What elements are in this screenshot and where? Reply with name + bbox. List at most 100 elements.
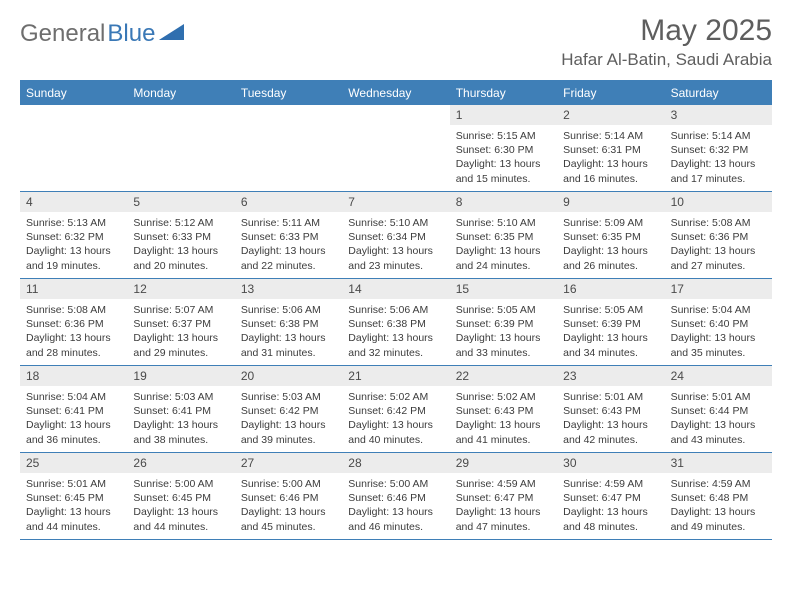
daylight-line: Daylight: 13 hours and 43 minutes. — [671, 418, 766, 446]
daylight-line: Daylight: 13 hours and 48 minutes. — [563, 505, 658, 533]
day-body: Sunrise: 5:06 AMSunset: 6:38 PMDaylight:… — [235, 299, 342, 362]
sunrise-line: Sunrise: 5:03 AM — [241, 390, 336, 404]
daylight-line: Daylight: 13 hours and 34 minutes. — [563, 331, 658, 359]
sunrise-line: Sunrise: 4:59 AM — [563, 477, 658, 491]
day-number: 24 — [665, 366, 772, 386]
sunset-line: Sunset: 6:38 PM — [241, 317, 336, 331]
daylight-line: Daylight: 13 hours and 32 minutes. — [348, 331, 443, 359]
week-row: 4Sunrise: 5:13 AMSunset: 6:32 PMDaylight… — [20, 192, 772, 279]
day-number: 15 — [450, 279, 557, 299]
daylight-line: Daylight: 13 hours and 31 minutes. — [241, 331, 336, 359]
sunset-line: Sunset: 6:40 PM — [671, 317, 766, 331]
sunrise-line: Sunrise: 5:02 AM — [456, 390, 551, 404]
day-number: 4 — [20, 192, 127, 212]
day-cell: 1Sunrise: 5:15 AMSunset: 6:30 PMDaylight… — [450, 105, 557, 191]
day-body: Sunrise: 5:14 AMSunset: 6:31 PMDaylight:… — [557, 125, 664, 188]
day-number: 9 — [557, 192, 664, 212]
sunrise-line: Sunrise: 5:12 AM — [133, 216, 228, 230]
weekday-header-cell: Saturday — [665, 82, 772, 105]
sunset-line: Sunset: 6:36 PM — [26, 317, 121, 331]
sunrise-line: Sunrise: 4:59 AM — [456, 477, 551, 491]
sunrise-line: Sunrise: 5:03 AM — [133, 390, 228, 404]
page: GeneralBlue May 2025 Hafar Al-Batin, Sau… — [0, 0, 792, 612]
sunset-line: Sunset: 6:42 PM — [241, 404, 336, 418]
day-cell: 24Sunrise: 5:01 AMSunset: 6:44 PMDayligh… — [665, 366, 772, 452]
sunset-line: Sunset: 6:36 PM — [671, 230, 766, 244]
day-number: 22 — [450, 366, 557, 386]
day-cell: 31Sunrise: 4:59 AMSunset: 6:48 PMDayligh… — [665, 453, 772, 539]
calendar: SundayMondayTuesdayWednesdayThursdayFrid… — [20, 80, 772, 540]
day-cell: 12Sunrise: 5:07 AMSunset: 6:37 PMDayligh… — [127, 279, 234, 365]
daylight-line: Daylight: 13 hours and 41 minutes. — [456, 418, 551, 446]
day-body: Sunrise: 4:59 AMSunset: 6:48 PMDaylight:… — [665, 473, 772, 536]
sunrise-line: Sunrise: 5:10 AM — [456, 216, 551, 230]
day-cell: 26Sunrise: 5:00 AMSunset: 6:45 PMDayligh… — [127, 453, 234, 539]
day-number: 30 — [557, 453, 664, 473]
daylight-line: Daylight: 13 hours and 15 minutes. — [456, 157, 551, 185]
day-body: Sunrise: 5:10 AMSunset: 6:35 PMDaylight:… — [450, 212, 557, 275]
sunset-line: Sunset: 6:38 PM — [348, 317, 443, 331]
day-body: Sunrise: 5:00 AMSunset: 6:45 PMDaylight:… — [127, 473, 234, 536]
day-cell: 3Sunrise: 5:14 AMSunset: 6:32 PMDaylight… — [665, 105, 772, 191]
day-cell: 10Sunrise: 5:08 AMSunset: 6:36 PMDayligh… — [665, 192, 772, 278]
daylight-line: Daylight: 13 hours and 27 minutes. — [671, 244, 766, 272]
daylight-line: Daylight: 13 hours and 20 minutes. — [133, 244, 228, 272]
day-number: 5 — [127, 192, 234, 212]
daylight-line: Daylight: 13 hours and 47 minutes. — [456, 505, 551, 533]
sunrise-line: Sunrise: 5:00 AM — [348, 477, 443, 491]
day-number: 18 — [20, 366, 127, 386]
sunrise-line: Sunrise: 5:01 AM — [26, 477, 121, 491]
daylight-line: Daylight: 13 hours and 17 minutes. — [671, 157, 766, 185]
brand-triangle-icon — [157, 20, 185, 48]
calendar-body: 1Sunrise: 5:15 AMSunset: 6:30 PMDaylight… — [20, 105, 772, 540]
day-number: 27 — [235, 453, 342, 473]
day-cell — [235, 105, 342, 191]
sunset-line: Sunset: 6:35 PM — [563, 230, 658, 244]
sunrise-line: Sunrise: 4:59 AM — [671, 477, 766, 491]
day-body: Sunrise: 5:04 AMSunset: 6:41 PMDaylight:… — [20, 386, 127, 449]
daylight-line: Daylight: 13 hours and 35 minutes. — [671, 331, 766, 359]
day-number: 14 — [342, 279, 449, 299]
day-cell — [127, 105, 234, 191]
daylight-line: Daylight: 13 hours and 19 minutes. — [26, 244, 121, 272]
sunset-line: Sunset: 6:41 PM — [26, 404, 121, 418]
day-body: Sunrise: 4:59 AMSunset: 6:47 PMDaylight:… — [557, 473, 664, 536]
weekday-header-cell: Monday — [127, 82, 234, 105]
day-body: Sunrise: 5:01 AMSunset: 6:45 PMDaylight:… — [20, 473, 127, 536]
sunrise-line: Sunrise: 5:13 AM — [26, 216, 121, 230]
day-number: 16 — [557, 279, 664, 299]
sunrise-line: Sunrise: 5:15 AM — [456, 129, 551, 143]
sunset-line: Sunset: 6:31 PM — [563, 143, 658, 157]
day-number: 21 — [342, 366, 449, 386]
day-cell: 2Sunrise: 5:14 AMSunset: 6:31 PMDaylight… — [557, 105, 664, 191]
day-body: Sunrise: 5:05 AMSunset: 6:39 PMDaylight:… — [450, 299, 557, 362]
day-cell — [342, 105, 449, 191]
day-body: Sunrise: 5:15 AMSunset: 6:30 PMDaylight:… — [450, 125, 557, 188]
day-number: 6 — [235, 192, 342, 212]
day-cell: 28Sunrise: 5:00 AMSunset: 6:46 PMDayligh… — [342, 453, 449, 539]
week-row: 11Sunrise: 5:08 AMSunset: 6:36 PMDayligh… — [20, 279, 772, 366]
sunrise-line: Sunrise: 5:06 AM — [348, 303, 443, 317]
daylight-line: Daylight: 13 hours and 38 minutes. — [133, 418, 228, 446]
sunrise-line: Sunrise: 5:10 AM — [348, 216, 443, 230]
sunrise-line: Sunrise: 5:08 AM — [26, 303, 121, 317]
weekday-header-cell: Sunday — [20, 82, 127, 105]
sunset-line: Sunset: 6:45 PM — [133, 491, 228, 505]
week-row: 18Sunrise: 5:04 AMSunset: 6:41 PMDayligh… — [20, 366, 772, 453]
day-body: Sunrise: 5:01 AMSunset: 6:43 PMDaylight:… — [557, 386, 664, 449]
sunrise-line: Sunrise: 5:02 AM — [348, 390, 443, 404]
day-cell: 30Sunrise: 4:59 AMSunset: 6:47 PMDayligh… — [557, 453, 664, 539]
day-number: 17 — [665, 279, 772, 299]
sunset-line: Sunset: 6:37 PM — [133, 317, 228, 331]
brand-word-1: General — [20, 20, 105, 48]
daylight-line: Daylight: 13 hours and 23 minutes. — [348, 244, 443, 272]
sunset-line: Sunset: 6:39 PM — [563, 317, 658, 331]
sunrise-line: Sunrise: 5:07 AM — [133, 303, 228, 317]
daylight-line: Daylight: 13 hours and 44 minutes. — [26, 505, 121, 533]
daylight-line: Daylight: 13 hours and 33 minutes. — [456, 331, 551, 359]
sunset-line: Sunset: 6:39 PM — [456, 317, 551, 331]
sunrise-line: Sunrise: 5:05 AM — [563, 303, 658, 317]
day-cell: 8Sunrise: 5:10 AMSunset: 6:35 PMDaylight… — [450, 192, 557, 278]
day-body: Sunrise: 5:05 AMSunset: 6:39 PMDaylight:… — [557, 299, 664, 362]
day-cell: 21Sunrise: 5:02 AMSunset: 6:42 PMDayligh… — [342, 366, 449, 452]
